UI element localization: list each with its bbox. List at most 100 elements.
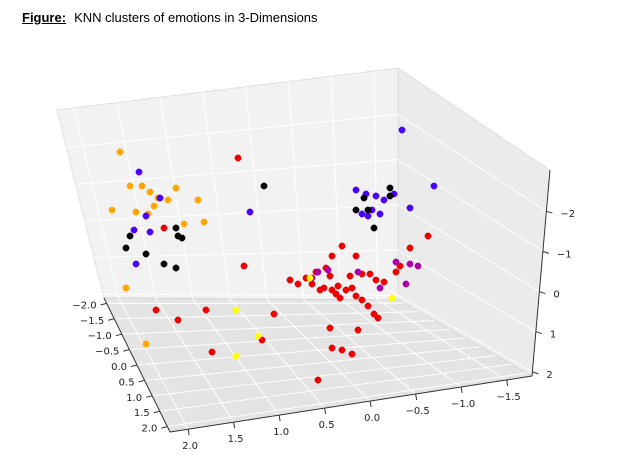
- data-point-black: [122, 244, 130, 252]
- data-point-blue: [364, 212, 372, 220]
- data-point-black: [386, 192, 394, 200]
- data-point-red: [392, 268, 400, 276]
- x-tick-mark: [123, 349, 130, 352]
- data-point-red: [202, 306, 210, 314]
- data-point-orange: [172, 184, 180, 192]
- data-point-purple: [354, 268, 362, 276]
- x-tick-mark: [161, 426, 168, 429]
- y-tick-label: 1.0: [273, 427, 289, 438]
- data-point-red: [358, 296, 366, 304]
- grid-line-z-left: [103, 293, 399, 296]
- back-left-pane: [56, 67, 399, 301]
- data-point-red: [314, 376, 322, 384]
- data-point-red: [366, 270, 374, 278]
- y-tick-label: −0.5: [405, 406, 429, 417]
- data-point-red: [352, 252, 360, 260]
- data-point-orange: [180, 220, 188, 228]
- data-points: [108, 126, 438, 384]
- grid-line-x: [144, 346, 481, 381]
- y-tick-label: −1.0: [451, 399, 475, 410]
- data-point-red: [320, 284, 328, 292]
- y-tick-mark: [415, 393, 418, 401]
- data-point-blue: [430, 182, 438, 190]
- grid-line-y-wall: [373, 70, 378, 300]
- z-tick-mark: [539, 291, 546, 295]
- data-point-black: [260, 182, 268, 190]
- y-tick-mark: [233, 422, 236, 429]
- data-point-purple: [406, 260, 414, 268]
- y-tick-mark: [506, 379, 509, 387]
- data-point-blue: [130, 226, 138, 234]
- grid-line-y: [266, 298, 371, 402]
- grid-line-y: [303, 298, 416, 395]
- axes-panes: [56, 67, 551, 433]
- data-point-purple: [414, 262, 422, 270]
- y-tick-label: −1.5: [497, 392, 521, 403]
- x-tick-label: 0.5: [119, 377, 135, 388]
- data-point-blue: [135, 168, 143, 176]
- grid-line-x: [152, 354, 496, 397]
- x-tick-mark: [138, 379, 145, 383]
- grid-line-x: [129, 328, 450, 351]
- z-axis-line: [531, 169, 551, 377]
- data-point-red: [346, 272, 354, 280]
- z-tick-label: 0: [553, 290, 559, 301]
- x-tick-mark: [153, 410, 160, 414]
- x-tick-label: −1.5: [80, 316, 104, 327]
- grid-line-z-left: [66, 113, 399, 149]
- grid-line-z-right: [397, 113, 547, 212]
- z-tick-label: 2: [546, 370, 552, 381]
- grid-line-x: [121, 320, 435, 335]
- grid-line-y-wall: [245, 86, 268, 300]
- grid-line-y: [155, 298, 235, 423]
- data-point-red: [270, 310, 278, 318]
- grid-line-y-wall: [330, 76, 341, 300]
- data-point-orange: [164, 196, 172, 204]
- data-point-red: [294, 280, 302, 288]
- x-tick-label: −0.5: [95, 347, 119, 358]
- data-point-orange: [116, 148, 124, 156]
- y-tick-label: 0.0: [364, 413, 380, 424]
- grid-line-x: [136, 337, 466, 366]
- data-point-black: [370, 224, 378, 232]
- data-point-purple: [392, 258, 400, 266]
- data-point-yellow: [388, 294, 396, 302]
- data-point-purple: [376, 284, 384, 292]
- data-point-black: [172, 224, 180, 232]
- data-point-red: [308, 280, 316, 288]
- data-point-orange: [200, 218, 208, 226]
- grid-line-y: [340, 299, 462, 388]
- axis-ticks: −2.0 −1.5 −1.0 −0.5 0.0 0.5 1.0 1.5 2.0 2.0 1.5 1.0…: [72, 209, 575, 452]
- y-tick-mark: [278, 415, 281, 422]
- grid-line-z-left: [75, 159, 399, 185]
- data-point-red: [374, 314, 382, 322]
- data-point-orange: [122, 284, 130, 292]
- data-point-red: [336, 294, 344, 302]
- data-point-orange: [142, 340, 150, 348]
- data-point-black: [142, 250, 150, 258]
- data-point-red: [328, 344, 336, 352]
- data-point-blue: [132, 260, 140, 268]
- data-point-orange: [126, 182, 134, 190]
- data-point-red: [348, 350, 356, 358]
- x-tick-mark: [130, 364, 138, 367]
- data-point-red: [380, 278, 388, 286]
- z-tick-mark: [542, 250, 550, 254]
- data-point-orange: [108, 206, 116, 214]
- grid-line-z-left: [84, 204, 399, 222]
- x-tick-label: −2.0: [72, 300, 96, 311]
- data-point-red: [152, 306, 160, 314]
- data-point-blue: [358, 210, 366, 218]
- y-tick-mark: [460, 386, 463, 394]
- grid-line-y: [229, 298, 326, 409]
- data-point-red: [406, 244, 414, 252]
- y-tick-mark: [369, 400, 372, 408]
- x-tick-label: 1.5: [134, 408, 150, 419]
- grid-line-y-wall: [159, 97, 194, 299]
- y-tick-mark: [187, 429, 190, 436]
- data-point-orange: [132, 208, 140, 216]
- z-tick-label: −2: [560, 209, 575, 220]
- caption-label: Figure:: [22, 10, 67, 25]
- z-tick-label: −1: [557, 249, 572, 260]
